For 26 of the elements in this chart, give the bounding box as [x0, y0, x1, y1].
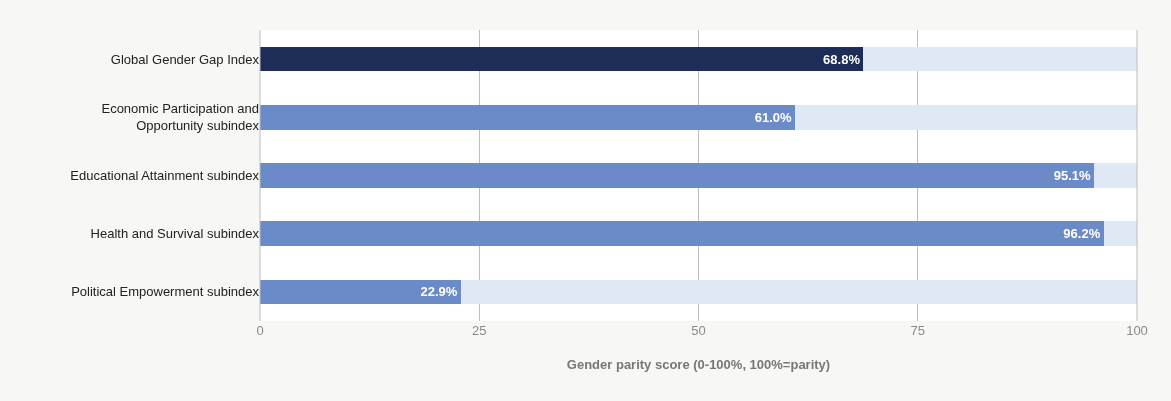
x-tick-label: 75 [910, 323, 925, 338]
y-tick-label: Political Empowerment subindex [71, 284, 260, 300]
data-label: 96.2% [1063, 226, 1101, 242]
x-tick-label: 50 [691, 323, 706, 338]
y-tick-label: Educational Attainment subindex [70, 168, 260, 184]
y-tick-label: Health and Survival subindex [90, 226, 260, 242]
data-label: 61.0% [754, 109, 792, 125]
bar [260, 105, 795, 130]
bar [863, 46, 1137, 72]
data-label: 95.1% [1053, 168, 1092, 183]
x-tick-label: 25 [472, 323, 487, 338]
y-tick-label: Global Gender Gap Index [110, 51, 260, 67]
bar [260, 46, 864, 72]
bar [794, 105, 1137, 130]
data-label: 68.8% [823, 51, 861, 67]
bar [460, 279, 1137, 305]
bar [1094, 163, 1137, 188]
data-label: 22.9% [420, 284, 458, 300]
y-tick-label: Economic Participation and Opportunity subindex [101, 101, 260, 134]
x-tick-label: 100 [1126, 323, 1148, 338]
bar [260, 221, 1104, 246]
bar [260, 279, 461, 305]
x-tick-label: 0 [256, 323, 264, 338]
bar [260, 163, 1095, 188]
x-axis-title: Gender parity score (0-100%, 100%=parity) [566, 356, 831, 372]
bar [1103, 221, 1137, 246]
